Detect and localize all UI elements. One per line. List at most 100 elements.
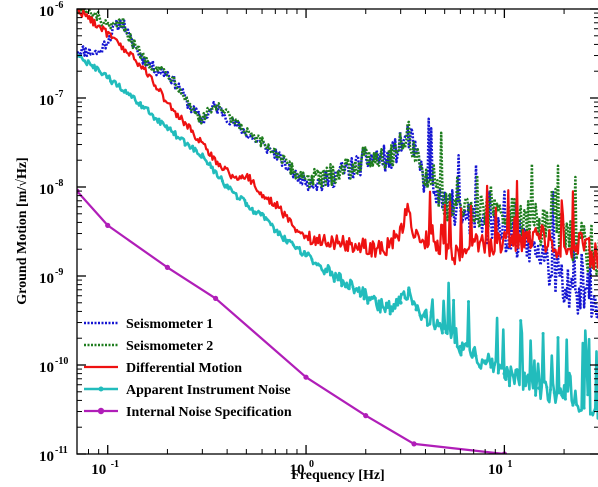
sample-point-apparent-instrument-noise <box>370 295 374 299</box>
sample-point-apparent-instrument-noise <box>440 331 444 335</box>
sample-point-apparent-instrument-noise <box>205 162 210 166</box>
y-tick-exponent: -10 <box>55 356 68 367</box>
sample-point-apparent-instrument-noise <box>235 197 239 201</box>
sample-point-apparent-instrument-noise <box>567 371 571 375</box>
x-tick-label: 10 <box>91 462 106 478</box>
legend-label: Seismometer 2 <box>126 339 213 354</box>
sample-point-apparent-instrument-noise <box>485 359 489 363</box>
sample-point-apparent-instrument-noise <box>459 353 463 357</box>
sample-point-apparent-instrument-noise <box>414 305 418 309</box>
x-axis-label: Frequency [Hz] <box>291 468 384 483</box>
x-tick-exponent: 1 <box>507 459 512 470</box>
sample-point-apparent-instrument-noise <box>246 204 251 209</box>
sample-point-apparent-instrument-noise <box>109 79 113 83</box>
sample-point-apparent-instrument-noise <box>123 88 128 92</box>
sample-point-apparent-instrument-noise <box>82 59 87 63</box>
sample-point-apparent-instrument-noise <box>377 299 381 303</box>
legend-item-seismometer-2: Seismometer 2 <box>84 339 213 354</box>
sample-point-apparent-instrument-noise <box>548 388 553 392</box>
y-tick-exponent: -9 <box>55 267 63 278</box>
sample-point-apparent-instrument-noise <box>116 84 120 88</box>
data-point-internal-noise-specification <box>105 222 111 228</box>
y-tick-label: 10 <box>39 449 54 465</box>
y-tick-exponent: -11 <box>55 445 68 456</box>
legend-label: Differential Motion <box>126 361 242 376</box>
sample-point-apparent-instrument-noise <box>209 165 213 170</box>
sample-point-apparent-instrument-noise <box>120 88 124 93</box>
sample-point-apparent-instrument-noise <box>261 213 265 217</box>
sample-point-apparent-instrument-noise <box>94 68 98 72</box>
sample-point-apparent-instrument-noise <box>306 251 310 255</box>
sample-point-apparent-instrument-noise <box>452 298 456 302</box>
legend-item-seismometer-1: Seismometer 1 <box>84 317 213 332</box>
sample-point-apparent-instrument-noise <box>575 403 579 407</box>
series-seismometer-1 <box>77 18 598 319</box>
sample-point-apparent-instrument-noise <box>314 261 318 265</box>
sample-point-apparent-instrument-noise <box>168 126 172 130</box>
sample-point-apparent-instrument-noise <box>541 331 545 336</box>
sample-point-apparent-instrument-noise <box>396 303 400 307</box>
data-point-internal-noise-specification <box>213 295 219 301</box>
sample-point-apparent-instrument-noise <box>105 75 109 79</box>
sample-point-apparent-instrument-noise <box>273 230 277 234</box>
y-tick-exponent: -8 <box>55 178 63 189</box>
sample-point-apparent-instrument-noise <box>522 371 526 375</box>
sample-point-apparent-instrument-noise <box>325 270 329 274</box>
legend-item-differential-motion: Differential Motion <box>84 361 242 376</box>
sample-point-apparent-instrument-noise <box>362 297 366 301</box>
sample-point-apparent-instrument-noise <box>157 117 161 121</box>
sample-point-apparent-instrument-noise <box>366 301 370 305</box>
legend-marker <box>98 386 104 392</box>
sample-point-apparent-instrument-noise <box>86 59 90 63</box>
data-point-apparent-instrument-noise <box>581 400 586 405</box>
sample-point-apparent-instrument-noise <box>571 403 575 407</box>
series-line-seismometer-1 <box>77 18 598 319</box>
sample-point-apparent-instrument-noise <box>347 287 351 291</box>
sample-point-apparent-instrument-noise <box>429 310 433 314</box>
legend-label: Apparent Instrument Noise <box>126 383 291 398</box>
data-point-apparent-instrument-noise <box>442 326 447 330</box>
sample-point-apparent-instrument-noise <box>258 211 262 215</box>
sample-point-apparent-instrument-noise <box>228 185 232 189</box>
sample-point-apparent-instrument-noise <box>425 323 430 327</box>
sample-point-apparent-instrument-noise <box>299 251 303 256</box>
sample-point-apparent-instrument-noise <box>593 407 597 411</box>
y-tick-label: 10 <box>39 182 54 198</box>
sample-point-apparent-instrument-noise <box>269 223 273 227</box>
sample-point-apparent-instrument-noise <box>287 238 292 242</box>
sample-point-apparent-instrument-noise <box>224 183 228 187</box>
sample-point-apparent-instrument-noise <box>97 69 101 73</box>
sample-point-apparent-instrument-noise <box>534 393 538 397</box>
legend-item-internal-noise-specification: Internal Noise Specification <box>84 405 292 420</box>
sample-point-apparent-instrument-noise <box>384 301 389 305</box>
sample-point-apparent-instrument-noise <box>545 385 549 389</box>
sample-point-apparent-instrument-noise <box>183 143 187 147</box>
sample-point-apparent-instrument-noise <box>556 336 560 340</box>
sample-point-apparent-instrument-noise <box>519 319 523 323</box>
data-point-internal-noise-specification <box>562 477 567 482</box>
y-axis-label: Ground Motion [m/√Hz] <box>15 157 30 304</box>
sample-point-apparent-instrument-noise <box>135 101 139 105</box>
data-point-apparent-instrument-noise <box>458 344 463 349</box>
legend-item-apparent-instrument-noise: Apparent Instrument Noise <box>84 383 291 398</box>
sample-point-apparent-instrument-noise <box>254 212 258 216</box>
sample-point-apparent-instrument-noise <box>422 312 426 317</box>
data-point-apparent-instrument-noise <box>339 278 343 282</box>
sample-point-apparent-instrument-noise <box>466 300 471 304</box>
sample-point-apparent-instrument-noise <box>418 313 422 317</box>
sample-point-apparent-instrument-noise <box>112 79 116 83</box>
sample-point-apparent-instrument-noise <box>481 359 485 363</box>
data-point-internal-noise-specification <box>303 374 309 380</box>
data-point-apparent-instrument-noise <box>304 253 308 258</box>
data-point-apparent-instrument-noise <box>537 386 542 390</box>
sample-point-apparent-instrument-noise <box>161 121 165 125</box>
series-seismometer-2 <box>77 9 598 276</box>
sample-point-apparent-instrument-noise <box>444 331 448 335</box>
sample-point-apparent-instrument-noise <box>202 155 206 160</box>
sample-point-apparent-instrument-noise <box>153 116 157 120</box>
sample-point-apparent-instrument-noise <box>493 363 497 367</box>
x-tick-exponent: -1 <box>111 459 119 470</box>
y-tick-exponent: -7 <box>55 89 63 100</box>
